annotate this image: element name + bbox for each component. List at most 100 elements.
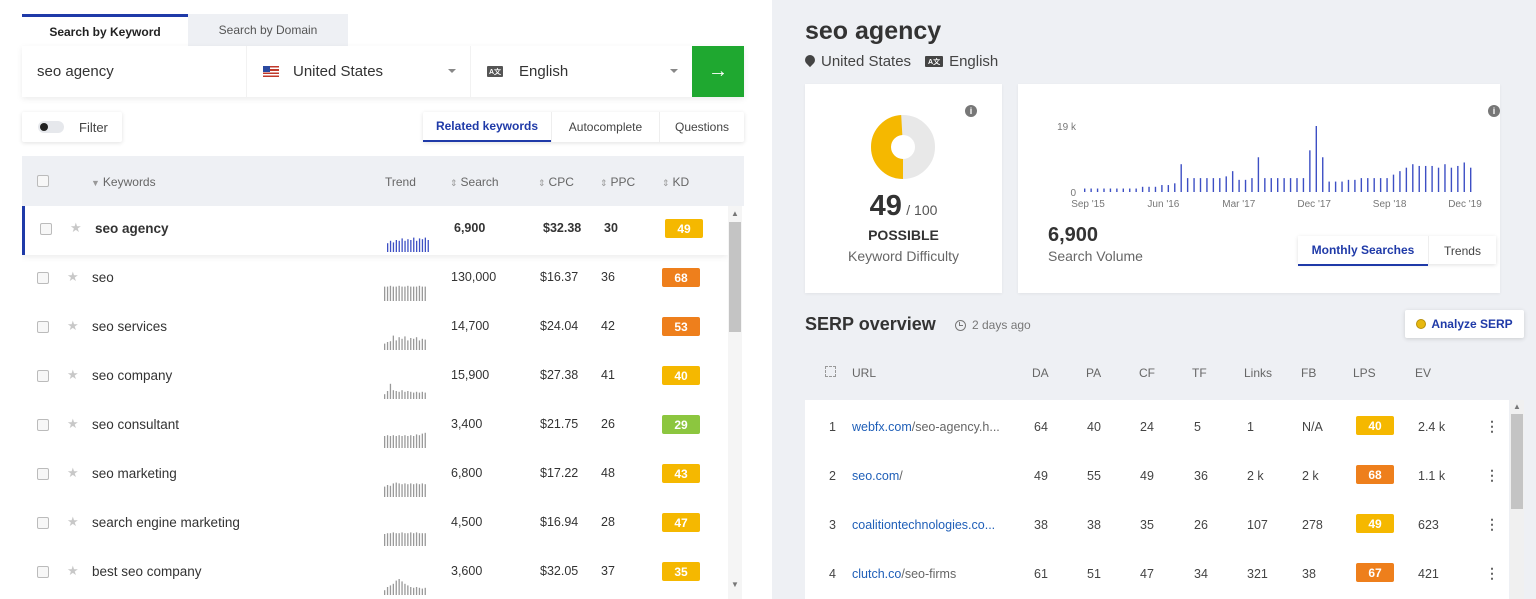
- serp-scroll-thumb[interactable]: [1511, 414, 1523, 509]
- volume-view-tabs: Monthly Searches Trends: [1298, 236, 1496, 266]
- star-icon[interactable]: ★: [70, 220, 82, 235]
- keyword-cell[interactable]: best seo company: [92, 564, 202, 579]
- serp-url-link[interactable]: clutch.co/seo-firms: [852, 567, 956, 581]
- trend-bar: [392, 335, 394, 350]
- more-options-icon[interactable]: ⋮: [1485, 418, 1499, 434]
- ppc-cell: 30: [604, 221, 618, 235]
- col-tf: TF: [1192, 366, 1207, 380]
- trend-sparkline: [384, 482, 426, 497]
- serp-url-link[interactable]: coalitiontechnologies.co...: [852, 518, 995, 532]
- row-checkbox[interactable]: [37, 517, 49, 529]
- keyword-cell[interactable]: search engine marketing: [92, 515, 240, 530]
- keyword-cell[interactable]: seo: [92, 270, 114, 285]
- search-submit-button[interactable]: →: [692, 46, 744, 97]
- keyword-cell[interactable]: seo consultant: [92, 417, 180, 432]
- filter-button[interactable]: Filter: [22, 112, 122, 142]
- country-select[interactable]: United States: [246, 46, 470, 97]
- cpc-cell: $32.38: [543, 221, 582, 235]
- serp-scrollbar[interactable]: ▲: [1510, 400, 1524, 599]
- keyword-cell[interactable]: seo marketing: [92, 466, 177, 481]
- table-row[interactable]: ★ seo agency 6,900 $32.38 30 49: [22, 206, 728, 255]
- star-icon[interactable]: ★: [67, 269, 79, 284]
- analyze-serp-button[interactable]: Analyze SERP: [1405, 310, 1524, 338]
- serp-row: 1 webfx.com/seo-agency.h... 64 40 24 5 1 N/A 40 2…: [805, 407, 1509, 456]
- col-keywords[interactable]: ▼ Keywords: [91, 175, 156, 189]
- col-search[interactable]: ⇕ Search: [450, 175, 499, 189]
- tab-questions[interactable]: Questions: [659, 112, 744, 142]
- info-icon[interactable]: i: [1488, 105, 1500, 117]
- tab-autocomplete[interactable]: Autocomplete: [551, 112, 659, 142]
- tab-search-by-keyword[interactable]: Search by Keyword: [22, 14, 188, 46]
- search-cell: 3,400: [451, 417, 483, 431]
- filter-toggle[interactable]: [38, 121, 64, 133]
- star-icon[interactable]: ★: [67, 465, 79, 480]
- table-row[interactable]: ★ seo services 14,700 $24.04 42 53: [22, 304, 728, 353]
- volume-bar: [1090, 188, 1092, 192]
- table-row[interactable]: ★ seo company 15,900 $27.38 41 40: [22, 353, 728, 402]
- more-options-icon[interactable]: ⋮: [1485, 565, 1499, 581]
- table-row[interactable]: ★ seo consultant 3,400 $21.75 26 29: [22, 402, 728, 451]
- keyword-table-scrollbar[interactable]: ▲ ▼: [728, 206, 742, 599]
- info-icon[interactable]: i: [965, 105, 977, 117]
- volume-bar: [1264, 178, 1266, 192]
- table-row[interactable]: ★ search engine marketing 4,500 $16.94 28 47: [22, 500, 728, 549]
- table-row[interactable]: ★ best seo company 3,600 $32.05 37 35: [22, 549, 728, 598]
- scroll-up-icon[interactable]: ▲: [1513, 402, 1521, 411]
- more-options-icon[interactable]: ⋮: [1485, 467, 1499, 483]
- row-checkbox[interactable]: [37, 566, 49, 578]
- scroll-down-icon[interactable]: ▼: [731, 580, 739, 589]
- col-cpc[interactable]: ⇕ CPC: [538, 175, 574, 189]
- trend-bar: [418, 340, 421, 350]
- col-kd[interactable]: ⇕ KD: [662, 175, 689, 189]
- keyword-cell[interactable]: seo company: [92, 368, 173, 383]
- tab-search-by-domain[interactable]: Search by Domain: [188, 14, 348, 46]
- scroll-thumb[interactable]: [729, 222, 741, 332]
- language-select[interactable]: A文 English: [470, 46, 692, 97]
- more-options-icon[interactable]: ⋮: [1485, 516, 1499, 532]
- kd-badge: 68: [662, 268, 700, 287]
- cpc-cell: $27.38: [540, 368, 579, 382]
- arrow-right-icon: →: [708, 60, 728, 82]
- row-checkbox[interactable]: [37, 468, 49, 480]
- trend-bar: [413, 286, 415, 301]
- table-row[interactable]: ★ seo marketing 6,800 $17.22 48 43: [22, 451, 728, 500]
- col-ppc[interactable]: ⇕ PPC: [600, 175, 635, 189]
- volume-bar: [1148, 186, 1150, 192]
- row-checkbox[interactable]: [40, 223, 52, 235]
- x-tick-label: Dec '19: [1448, 199, 1482, 210]
- volume-bar: [1231, 171, 1234, 192]
- keyword-input[interactable]: [22, 46, 246, 97]
- trend-bar: [401, 436, 403, 448]
- star-icon[interactable]: ★: [67, 514, 79, 529]
- keyword-cell[interactable]: seo services: [92, 319, 168, 334]
- table-row[interactable]: ★ seo 130,000 $16.37 36 68: [22, 255, 728, 304]
- select-all-checkbox[interactable]: [37, 175, 49, 187]
- trend-bar: [386, 587, 389, 595]
- row-checkbox[interactable]: [37, 272, 49, 284]
- serp-url-link[interactable]: seo.com/: [852, 469, 903, 483]
- row-checkbox[interactable]: [37, 370, 49, 382]
- star-icon[interactable]: ★: [67, 416, 79, 431]
- tab-monthly-searches[interactable]: Monthly Searches: [1298, 236, 1428, 266]
- volume-bar: [1212, 178, 1215, 192]
- trend-bar: [421, 533, 423, 546]
- row-checkbox[interactable]: [37, 321, 49, 333]
- star-icon[interactable]: ★: [67, 367, 79, 382]
- volume-bar: [1199, 178, 1202, 192]
- expand-icon[interactable]: [825, 366, 836, 377]
- star-icon[interactable]: ★: [67, 318, 79, 333]
- star-icon[interactable]: ★: [67, 563, 79, 578]
- trend-bar: [410, 286, 412, 301]
- trend-bar: [404, 240, 406, 252]
- scroll-up-icon[interactable]: ▲: [731, 209, 739, 218]
- tab-trends[interactable]: Trends: [1428, 236, 1496, 266]
- volume-bar: [1437, 167, 1440, 192]
- keyword-cell[interactable]: seo agency: [95, 221, 169, 236]
- trend-bar: [395, 482, 397, 497]
- volume-bar: [1289, 178, 1292, 192]
- row-checkbox[interactable]: [37, 419, 49, 431]
- serp-ev: 421: [1418, 567, 1439, 581]
- serp-url-link[interactable]: webfx.com/seo-agency.h...: [852, 420, 1000, 434]
- trend-bar: [421, 433, 423, 448]
- tab-related-keywords[interactable]: Related keywords: [423, 112, 551, 142]
